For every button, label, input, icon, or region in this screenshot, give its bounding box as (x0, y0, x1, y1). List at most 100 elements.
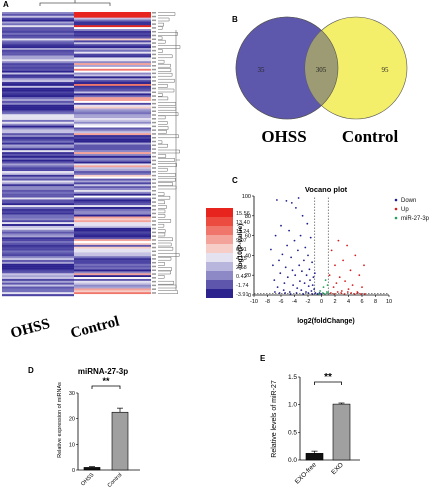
heatmap-cell (2, 172, 74, 176)
volcano-point-down (304, 246, 307, 249)
heatmap-row-tick (152, 273, 156, 275)
heatmap-cell (2, 216, 74, 219)
heatmap-cell (2, 140, 74, 143)
volcano-point-down (274, 234, 277, 237)
heatmap-cell (74, 142, 151, 145)
heatmap-cell (2, 169, 74, 172)
heatmap-cell (74, 201, 151, 204)
heatmap-cell (74, 93, 151, 96)
heatmap-row-tick (152, 193, 156, 196)
volcano-point-down (290, 202, 293, 204)
heatmap-cell (74, 197, 151, 200)
heatmap-cell (74, 195, 151, 198)
heatmap-cell (74, 80, 151, 83)
dendrogram-branch (158, 72, 173, 77)
heatmap-cell (2, 97, 74, 100)
heatmap-cell (2, 135, 74, 138)
bar-y-tick-label: 0 (72, 468, 75, 474)
heatmap-cell (2, 32, 74, 35)
heatmap-cell (74, 273, 151, 276)
heatmap-cell (2, 252, 74, 255)
heatmap-cell (2, 241, 74, 244)
heatmap-cell (2, 199, 74, 202)
heatmap-cell (2, 112, 74, 115)
heatmap-cell (74, 248, 151, 251)
heatmap-cell (2, 123, 74, 126)
heatmap-cell (74, 108, 151, 111)
heatmap-cell (74, 44, 151, 47)
heatmap-cell (74, 254, 151, 257)
volcano-point-down (291, 269, 294, 272)
heatmap-cell (2, 51, 74, 54)
heatmap-cell (2, 102, 74, 105)
heatmap-cell (2, 44, 74, 47)
heatmap-cell (74, 133, 151, 136)
heatmap-cell (74, 271, 151, 274)
colorbar-segment (206, 280, 233, 289)
heatmap-cell (2, 244, 74, 247)
heatmap-cell (74, 112, 151, 115)
dendrogram-branch (158, 68, 172, 72)
volcano-y-tick-label: 40 (245, 253, 251, 259)
heatmap-cell (74, 13, 151, 16)
volcano-point-down (301, 270, 303, 273)
heatmap-row-tick (152, 140, 156, 143)
heatmap-cell (2, 155, 74, 158)
heatmap-cell (74, 263, 151, 266)
heatmap-cell (74, 159, 151, 162)
heatmap-cell (2, 254, 74, 257)
bar (83, 467, 101, 471)
dendrogram-branch (158, 49, 163, 53)
dendrogram-branch (158, 219, 172, 223)
heatmap-cell (74, 72, 151, 75)
heatmap-row-tick (152, 114, 156, 116)
bar-chart-e: Relative levels of miR-27 0.0 0.5 1.0 1.5 EX… (271, 372, 360, 486)
heatmap-cell (2, 265, 74, 268)
heatmap-row-tick (152, 171, 156, 173)
heatmap-row-tick (152, 258, 156, 260)
volcano-point-up (350, 292, 353, 294)
volcano-point-up (353, 293, 356, 295)
volcano-point-down (278, 292, 281, 294)
heatmap-row-tick (152, 49, 156, 52)
volcano-point-down (311, 261, 313, 264)
heatmap-cell (74, 17, 151, 20)
heatmap-cell (2, 233, 74, 236)
colorbar-segment (206, 208, 233, 217)
dendrogram-branch (158, 143, 168, 148)
dendrogram-branch (158, 22, 164, 27)
heatmap-row-tick (152, 30, 156, 33)
heatmap-cell (2, 61, 74, 64)
heatmap-cell (2, 119, 74, 123)
heatmap-row-tick (152, 34, 156, 37)
heatmap-row-tick (152, 121, 156, 124)
heatmap-cell (2, 214, 74, 217)
heatmap-cell (2, 125, 74, 128)
volcano-xlabel: log2(foldChange) (297, 318, 355, 325)
heatmap-cell (2, 19, 74, 22)
heatmap-row-tick (152, 99, 156, 101)
heatmap-row-tick (152, 201, 156, 203)
heatmap-cell (2, 17, 74, 20)
volcano-point-down (276, 199, 278, 201)
heatmap-row-tick (152, 288, 156, 290)
heatmap-cell (2, 250, 74, 253)
heatmap-cell (74, 138, 151, 141)
heatmap-cell (2, 65, 74, 68)
heatmap-cell (74, 91, 151, 94)
heatmap-cell (2, 197, 74, 200)
heatmap-cell (2, 256, 74, 259)
heatmap-cell (74, 288, 151, 291)
volcano-point-down (272, 264, 274, 267)
row-dendrogram (158, 12, 181, 294)
heatmap-cell (2, 99, 74, 102)
volcano-x-tick-label: 6 (360, 299, 363, 305)
volcano-point-up (337, 239, 340, 242)
heatmap-cell (2, 193, 74, 196)
heatmap-cell (74, 76, 151, 79)
heatmap-cell (2, 121, 74, 124)
heatmap-cell (74, 61, 151, 64)
heatmap-cell (74, 242, 151, 246)
dendrogram-branch (158, 167, 168, 172)
heatmap-cell (2, 104, 74, 107)
